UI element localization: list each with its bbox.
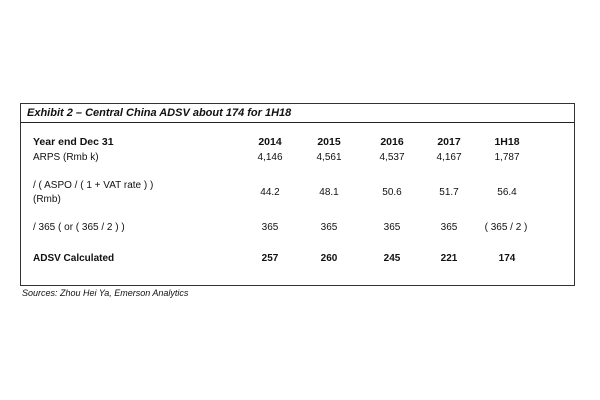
exhibit-table: Exhibit 2 – Central China ADSV about 174… bbox=[20, 103, 575, 286]
table-cell: 257 bbox=[261, 253, 279, 264]
row-label: / 365 ( or ( 365 / 2 ) ) bbox=[33, 222, 125, 233]
header-label: Year end Dec 31 bbox=[33, 136, 114, 148]
table-cell: 56.4 bbox=[497, 187, 517, 198]
row-label: / ( ASPO / ( 1 + VAT rate ) ) bbox=[33, 180, 154, 191]
exhibit-title: Exhibit 2 – Central China ADSV about 174… bbox=[20, 103, 575, 123]
table-cell: 365 bbox=[383, 222, 401, 233]
table-cell: 51.7 bbox=[439, 187, 459, 198]
table-cell: 44.2 bbox=[260, 187, 280, 198]
table-cell: 4,561 bbox=[316, 152, 342, 163]
row-label: ADSV Calculated bbox=[33, 253, 115, 264]
table-cell: 4,167 bbox=[436, 152, 462, 163]
table-cell: 1,787 bbox=[494, 152, 520, 163]
column-header: 2014 bbox=[258, 136, 282, 148]
table-cell: 48.1 bbox=[319, 187, 339, 198]
column-header: 2017 bbox=[437, 136, 461, 148]
table-cell: 365 bbox=[261, 222, 279, 233]
table-frame: Year end Dec 31 2014 2015 2016 2017 1H18… bbox=[20, 123, 575, 286]
source-note: Sources: Zhou Hei Ya, Emerson Analytics bbox=[22, 288, 189, 298]
table-cell: 4,146 bbox=[257, 152, 283, 163]
column-header: 1H18 bbox=[494, 136, 520, 148]
table-cell: 365 bbox=[440, 222, 458, 233]
table-cell: 4,537 bbox=[379, 152, 405, 163]
table-cell: 260 bbox=[320, 253, 338, 264]
table-cell: 245 bbox=[383, 253, 401, 264]
row-label-continued: (Rmb) bbox=[33, 194, 61, 205]
column-header: 2016 bbox=[380, 136, 404, 148]
row-label: ARPS (Rmb k) bbox=[33, 152, 99, 163]
table-cell: 50.6 bbox=[382, 187, 402, 198]
table-cell: 221 bbox=[440, 253, 458, 264]
table-cell: 174 bbox=[498, 253, 516, 264]
table-cell: 365 bbox=[320, 222, 338, 233]
column-header: 2015 bbox=[317, 136, 341, 148]
table-cell: ( 365 / 2 ) bbox=[484, 222, 528, 233]
